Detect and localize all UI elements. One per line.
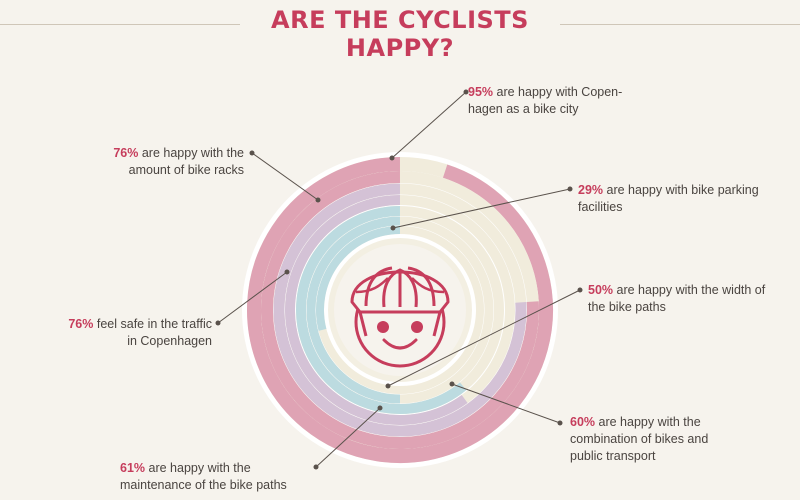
ring-value-arc xyxy=(306,216,401,404)
label-pct: 61% xyxy=(120,461,146,475)
label-safe-traffic: 76% feel safe in the traffic in Copenhag… xyxy=(48,316,212,350)
label-text: are happy with the amount of bike racks xyxy=(128,146,244,177)
label-text: are happy with Copen- hagen as a bike ci… xyxy=(468,85,623,116)
leader-dot xyxy=(577,287,583,293)
label-pct: 76% xyxy=(68,317,94,331)
leader-line xyxy=(217,271,288,324)
label-bikes-public-transport: 60% are happy with the combination of bi… xyxy=(570,414,708,465)
leader-line xyxy=(315,407,381,468)
label-text: are happy with the width of the bike pat… xyxy=(588,283,766,314)
chart-title: ARE THE CYCLISTS HAPPY? xyxy=(271,6,529,62)
title-rule-right xyxy=(560,24,800,25)
leader-dot xyxy=(449,381,455,387)
ring-value-arc xyxy=(316,226,401,331)
title-rule-left xyxy=(0,24,240,25)
leader-dot xyxy=(557,420,563,426)
label-copenhagen-bike-city: 95% are happy with Copen- hagen as a bik… xyxy=(468,84,622,118)
leader-dot xyxy=(389,155,395,161)
leader-dot xyxy=(249,150,255,156)
leader-line xyxy=(387,289,581,387)
label-pct: 76% xyxy=(113,146,139,160)
label-bike-path-width: 50% are happy with the width of the bike… xyxy=(588,282,765,316)
label-text: are happy with the maintenance of the bi… xyxy=(120,461,287,492)
ring-value-arc xyxy=(261,171,539,449)
leader-dot xyxy=(315,197,321,203)
leader-line xyxy=(392,188,571,229)
label-text: are happy with bike parking facilities xyxy=(578,183,759,214)
label-pct: 50% xyxy=(588,283,614,297)
leader-dot xyxy=(385,383,391,389)
leader-dot xyxy=(284,269,290,275)
label-text: are happy with the combination of bikes … xyxy=(570,415,709,463)
leader-dot xyxy=(567,186,573,192)
label-pct: 29% xyxy=(578,183,604,197)
ring-value-arc xyxy=(273,183,527,437)
label-text: feel safe in the traffic in Copenhagen xyxy=(96,317,212,348)
label-pct: 95% xyxy=(468,85,494,99)
label-bike-parking: 29% are happy with bike parking faciliti… xyxy=(578,182,759,216)
leader-dot xyxy=(463,89,469,95)
leader-line xyxy=(391,91,467,159)
ring-value-arc xyxy=(296,206,467,414)
leader-line xyxy=(451,383,561,424)
label-pct: 60% xyxy=(570,415,596,429)
leader-dot xyxy=(377,405,383,411)
leader-dot xyxy=(390,225,396,231)
leader-dot xyxy=(215,320,221,326)
leader-dot xyxy=(313,464,319,470)
label-bike-racks: 76% are happy with the amount of bike ra… xyxy=(96,145,244,179)
ring-value-arc xyxy=(247,157,553,463)
label-bike-path-maintenance: 61% are happy with the maintenance of th… xyxy=(120,460,320,494)
ring-value-arc xyxy=(285,195,468,425)
title-bar: ARE THE CYCLISTS HAPPY? xyxy=(0,6,800,62)
leader-line xyxy=(251,152,319,201)
rings-group xyxy=(242,152,558,468)
leader-lines xyxy=(215,89,583,470)
cyclist-helmet-smiley-icon xyxy=(350,266,450,368)
